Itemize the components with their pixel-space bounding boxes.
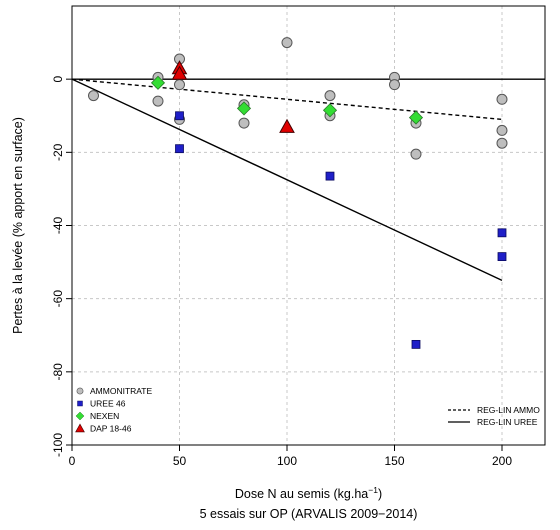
uree-46-point (497, 252, 507, 261)
nexen-point (236, 101, 252, 116)
dap-18-46-point (171, 65, 188, 80)
regression-lines (71, 78, 503, 282)
ammonitrate-legend-icon (76, 387, 84, 395)
legend-item: REG-LIN AMMO (448, 405, 540, 415)
regression-line (71, 78, 503, 282)
uree-46-point (175, 111, 184, 121)
legend-series: AMMONITRATE UREE 46 NEXEN DAP 18-46 (75, 386, 153, 434)
ammonitrate-point (496, 137, 508, 149)
ammonitrate-point (324, 90, 336, 102)
data-points (88, 37, 508, 349)
ammonitrate-point (496, 93, 508, 105)
uree-46-point (497, 228, 507, 238)
nexen-point (322, 103, 338, 118)
ammonitrate-point (152, 95, 164, 107)
legend-item: AMMONITRATE (76, 386, 153, 396)
y-tick-label: -60 (51, 290, 65, 308)
ammonitrate-point (389, 79, 400, 91)
nexen-point (408, 110, 424, 125)
ammonitrate-point (410, 148, 422, 160)
y-axis-ticks: 0 -20 -40 -60 -80 -100 (51, 76, 72, 457)
y-tick-label: -100 (51, 433, 65, 457)
grid (71, 6, 545, 446)
x-tick-label: 0 (69, 454, 76, 468)
legend-regression: REG-LIN AMMO REG-LIN UREE (448, 405, 540, 427)
legend-item: UREE 46 (77, 399, 126, 409)
x-tick-label: 100 (277, 454, 297, 468)
legend-item: DAP 18-46 (75, 423, 132, 434)
legend-item: NEXEN (75, 411, 119, 421)
ammonitrate-point (174, 79, 185, 91)
x-axis-subtitle: 5 essais sur OP (ARVALIS 2009−2014) (200, 507, 418, 521)
regression-line (71, 78, 503, 121)
ammonitrate-point (496, 124, 508, 136)
legend-label: REG-LIN UREE (477, 417, 538, 427)
y-tick-label: -20 (51, 143, 65, 161)
legend-label: UREE 46 (90, 399, 126, 409)
x-tick-label: 200 (492, 454, 512, 468)
ammonitrate-point (281, 37, 293, 49)
ammonitrate-point (238, 117, 250, 129)
x-axis-ticks: 0 50 100 150 200 (69, 445, 512, 468)
x-tick-label: 150 (384, 454, 404, 468)
legend-item: REG-LIN UREE (448, 417, 538, 427)
y-axis-title: Pertes à la levée (% apport en surface) (11, 117, 25, 334)
nexen-point (150, 75, 166, 90)
x-axis-title: Dose N au semis (kg.ha−1) (235, 485, 382, 501)
legend-label: DAP 18-46 (90, 424, 132, 434)
y-tick-label: -40 (51, 217, 65, 235)
ammonitrate-point (88, 90, 99, 102)
legend-label: AMMONITRATE (90, 386, 153, 396)
legend-label: REG-LIN AMMO (477, 405, 540, 415)
dap-18-46-point (279, 118, 295, 133)
dap-18-46-legend-icon (75, 423, 85, 433)
uree-46-point (175, 144, 184, 154)
uree-46-legend-icon (77, 400, 83, 407)
legend-label: NEXEN (90, 411, 119, 421)
uree-46-point (325, 171, 335, 181)
x-tick-label: 50 (173, 454, 187, 468)
y-tick-label: 0 (51, 76, 65, 83)
nexen-legend-icon (75, 411, 85, 421)
y-tick-label: -80 (51, 363, 65, 381)
uree-46-point (411, 339, 421, 349)
